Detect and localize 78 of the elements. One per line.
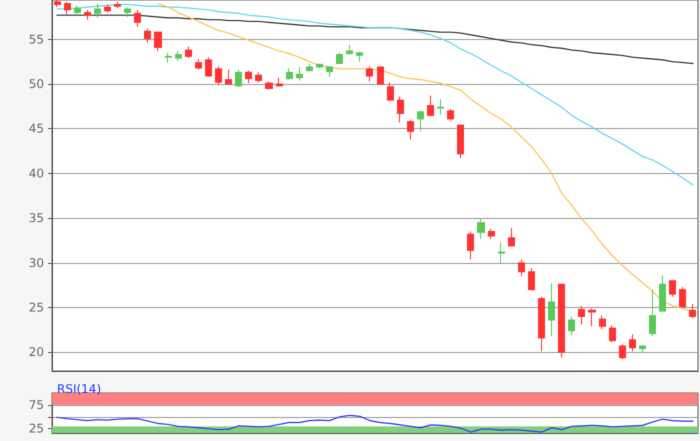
candlestick — [185, 46, 192, 59]
candlestick — [245, 70, 252, 84]
candlestick — [205, 56, 212, 78]
candlestick — [447, 108, 454, 122]
candlestick — [195, 58, 202, 70]
candlestick — [518, 258, 525, 277]
candlestick — [689, 303, 696, 319]
candlestick — [225, 69, 232, 86]
chart-title: RSI(14) — [57, 382, 102, 396]
candlestick — [74, 4, 81, 16]
candlestick — [679, 286, 686, 308]
candlestick — [659, 274, 666, 312]
candlestick — [306, 62, 313, 72]
y-tick-label: 75 — [28, 398, 44, 412]
candlestick — [165, 52, 172, 64]
candlestick — [265, 80, 273, 90]
candlestick — [215, 66, 222, 86]
y-tick-label: 55 — [28, 32, 44, 46]
y-tick-label: 20 — [28, 345, 44, 360]
y-tick-label: 25 — [28, 422, 44, 436]
candlestick — [437, 98, 444, 115]
candlestick — [296, 66, 303, 81]
y-tick-label: 40 — [28, 166, 44, 180]
candlestick — [64, 1, 71, 15]
y-tick-label: 45 — [28, 122, 44, 136]
candlestick — [346, 44, 353, 56]
candlestick — [235, 69, 242, 88]
line-series — [56, 14, 694, 64]
candlestick — [134, 9, 141, 28]
candlestick — [356, 51, 363, 62]
candlestick — [175, 50, 182, 62]
candlestick — [427, 95, 434, 117]
candlestick — [669, 279, 676, 298]
candlestick — [457, 124, 464, 159]
candlestick — [377, 66, 384, 85]
candlestick — [336, 52, 343, 64]
candlestick — [528, 268, 535, 292]
candlestick — [104, 4, 111, 14]
y-tick-label: 25 — [28, 300, 44, 315]
candlestick — [538, 296, 545, 352]
candlestick — [326, 66, 333, 78]
candlestick — [477, 218, 485, 240]
candlestick — [649, 289, 656, 337]
candlestick — [276, 77, 283, 88]
candlestick — [467, 231, 474, 260]
line-series — [56, 4, 694, 186]
candlestick — [366, 66, 373, 82]
line-series — [56, 414, 694, 433]
candlestick — [508, 227, 515, 248]
candlestick — [639, 344, 646, 353]
candlestick — [498, 242, 505, 264]
candlestick — [568, 316, 575, 336]
y-tick-label: 35 — [28, 211, 44, 226]
candlestick — [144, 28, 151, 44]
candlestick — [558, 284, 565, 358]
candlestick — [407, 119, 414, 140]
candlestick — [629, 334, 636, 352]
candlestick — [124, 6, 131, 18]
candlestick — [397, 96, 404, 123]
candlestick — [578, 305, 585, 326]
candlestick — [387, 82, 394, 101]
candlestick — [588, 308, 596, 327]
candlestick — [286, 67, 293, 80]
candlestick — [609, 324, 616, 343]
candlestick — [84, 9, 91, 20]
candlestick — [548, 282, 555, 337]
candlestick — [94, 3, 101, 18]
candlestick — [599, 315, 606, 330]
candlestick — [255, 72, 262, 83]
candlestick — [54, 0, 61, 8]
y-tick-label: 50 — [28, 77, 44, 92]
candlestick — [488, 228, 495, 240]
y-tick-label: 30 — [28, 256, 44, 270]
candlestick — [154, 30, 162, 52]
candlestick — [316, 62, 323, 68]
candlestick — [619, 344, 626, 360]
candlestick — [417, 110, 424, 132]
candlestick — [114, 1, 121, 9]
